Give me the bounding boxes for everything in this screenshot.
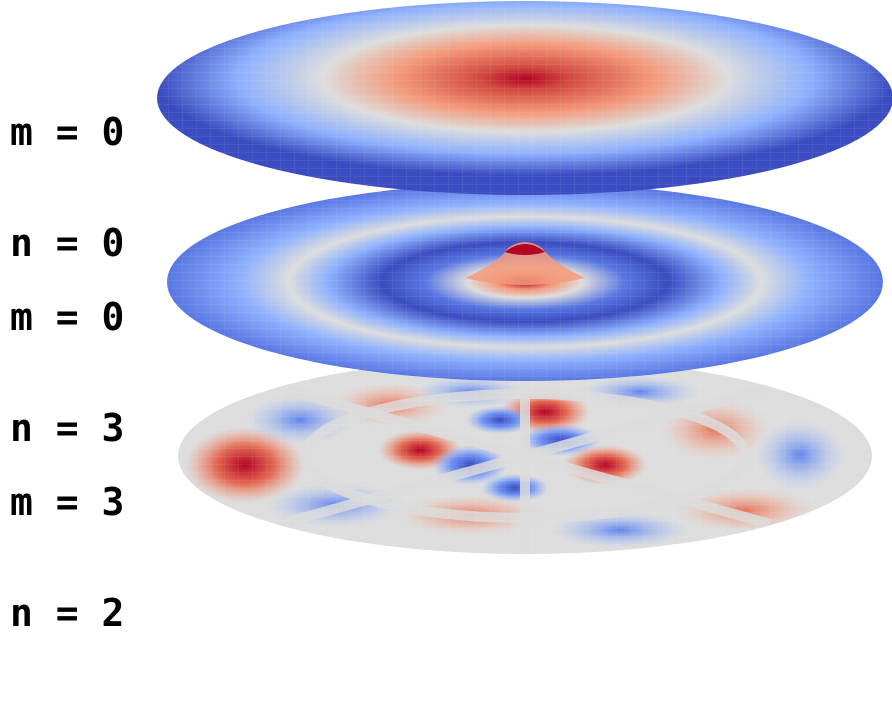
n-value: n = 2: [10, 591, 125, 635]
m-value: m = 0: [10, 110, 125, 154]
surface-mode-0-3: [167, 183, 883, 381]
mode-label-0-3: m = 0 n = 3: [10, 225, 124, 521]
surfaces-canvas: [157, 1, 892, 554]
surface-mode-0-0: [157, 1, 892, 195]
peak-tip: [505, 244, 545, 255]
surface-mode-3-2: [178, 358, 872, 554]
membrane-modes-figure: m = 0 n = 0 m = 0 n = 3 m = 3 n = 2: [10, 1, 892, 632]
central-peak: [465, 242, 585, 285]
m-value: m = 3: [10, 480, 125, 524]
mode-label-3-2: m = 3 n = 2: [10, 410, 124, 706]
mode-label-0-0: m = 0 n = 0: [10, 40, 124, 336]
n-value: n = 0: [10, 221, 125, 265]
m-value: m = 0: [10, 295, 125, 339]
n-value: n = 3: [10, 406, 125, 450]
